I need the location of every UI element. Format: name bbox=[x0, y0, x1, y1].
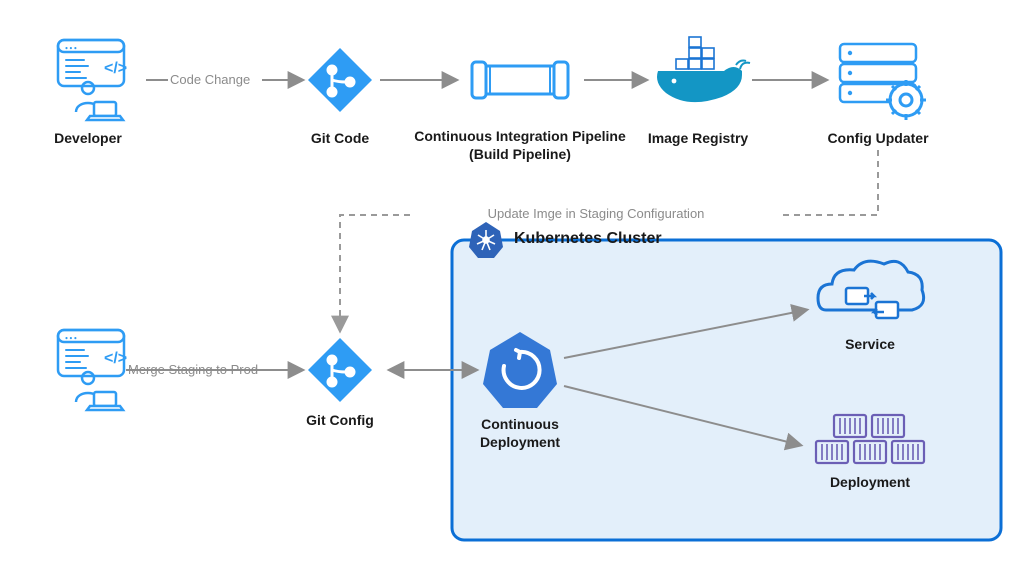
config-updater-icon bbox=[840, 44, 926, 120]
config-updater-label: Config Updater bbox=[808, 130, 948, 146]
svg-text:</>: </> bbox=[104, 60, 127, 77]
git-code-icon bbox=[308, 48, 372, 112]
git-config-label: Git Config bbox=[280, 412, 400, 428]
svg-text:● ● ●: ● ● ● bbox=[65, 336, 77, 342]
git-config-icon bbox=[308, 338, 372, 402]
edge-label-update-config: Update Imge in Staging Configuration bbox=[416, 206, 776, 221]
edge-label-merge-prod: Merge Staging to Prod bbox=[128, 362, 258, 377]
cd-label: Continuous Deployment bbox=[450, 416, 590, 451]
svg-text:● ● ●: ● ● ● bbox=[65, 46, 77, 52]
ci-pipeline-label: Continuous Integration Pipeline (Build P… bbox=[410, 128, 630, 163]
image-registry-icon bbox=[657, 37, 750, 102]
deployment-label: Deployment bbox=[800, 474, 940, 490]
developer-label: Developer bbox=[28, 130, 148, 146]
kubernetes-badge-icon bbox=[469, 222, 503, 258]
ci-pipeline-icon bbox=[472, 62, 568, 98]
git-code-label: Git Code bbox=[280, 130, 400, 146]
svg-text:</>: </> bbox=[104, 350, 127, 367]
image-registry-label: Image Registry bbox=[628, 130, 768, 146]
service-label: Service bbox=[810, 336, 930, 352]
developer2-icon: ● ● ● </> bbox=[58, 330, 127, 410]
developer-icon: ● ● ● </> bbox=[58, 40, 127, 120]
kubernetes-cluster-title: Kubernetes Cluster bbox=[514, 230, 662, 248]
edge-label-code-change: Code Change bbox=[170, 72, 250, 87]
